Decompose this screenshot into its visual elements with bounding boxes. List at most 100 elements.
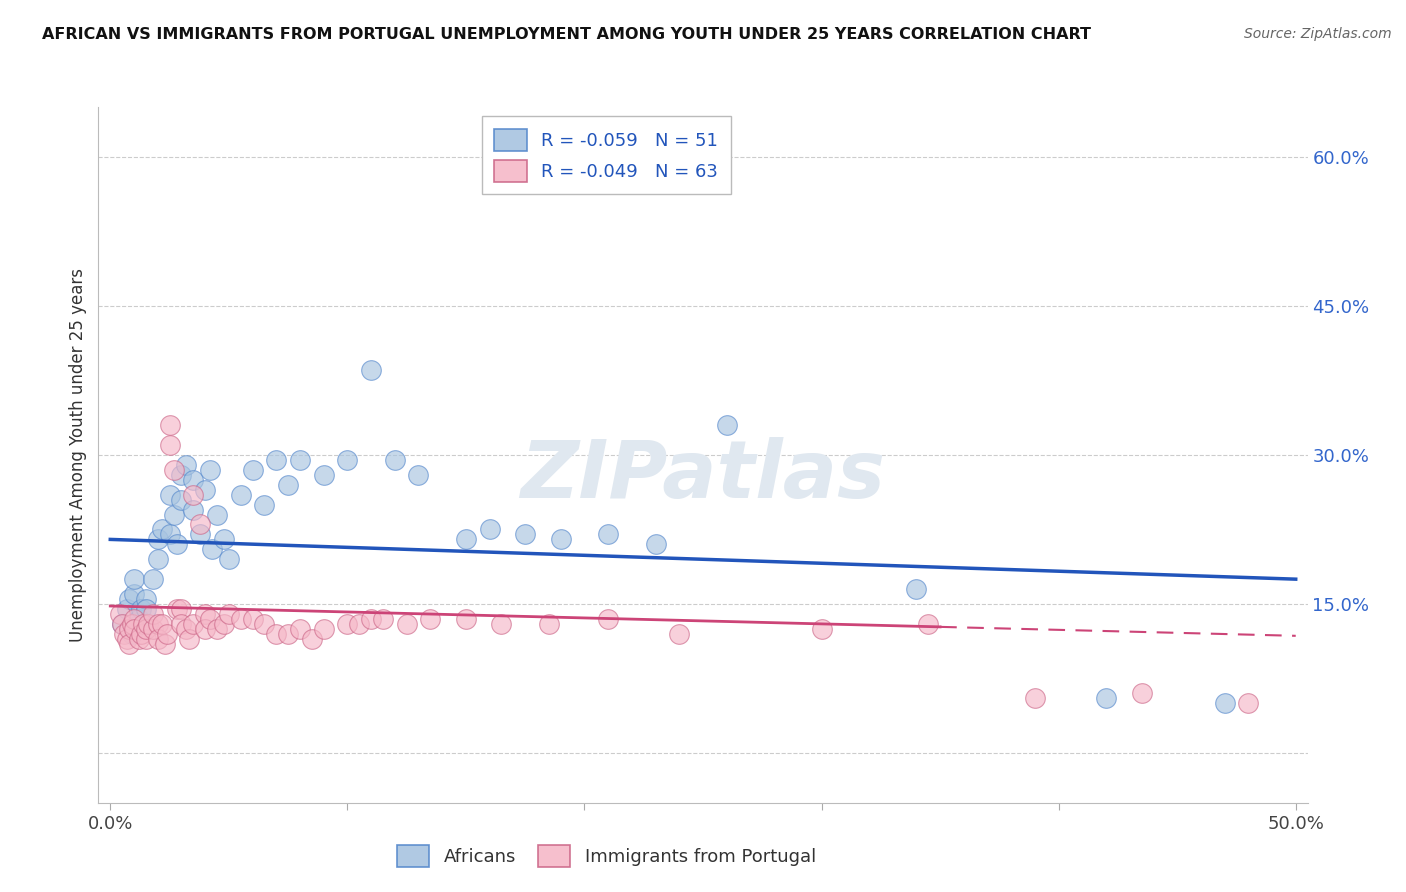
Point: [194, 483, 217, 497]
Point: [128, 632, 150, 646]
Point: [170, 467, 193, 482]
Point: [152, 616, 174, 631]
Point: [598, 527, 620, 541]
Point: [371, 612, 394, 626]
Point: [166, 602, 188, 616]
Point: [181, 616, 204, 631]
Point: [174, 458, 197, 472]
Point: [277, 627, 299, 641]
Point: [121, 627, 143, 641]
Point: [129, 627, 152, 641]
Text: ZIPatlas: ZIPatlas: [520, 437, 886, 515]
Point: [122, 572, 145, 586]
Point: [644, 537, 666, 551]
Point: [229, 488, 252, 502]
Point: [118, 592, 141, 607]
Point: [142, 622, 165, 636]
Point: [170, 492, 193, 507]
Point: [242, 612, 264, 626]
Point: [478, 523, 501, 537]
Point: [1213, 697, 1236, 711]
Point: [115, 602, 138, 616]
Point: [395, 616, 418, 631]
Point: [454, 533, 477, 547]
Point: [170, 616, 193, 631]
Point: [212, 533, 235, 547]
Point: [1024, 691, 1046, 706]
Point: [917, 616, 939, 631]
Point: [312, 622, 335, 636]
Point: [146, 616, 169, 631]
Point: [668, 627, 690, 641]
Text: AFRICAN VS IMMIGRANTS FROM PORTUGAL UNEMPLOYMENT AMONG YOUTH UNDER 25 YEARS CORR: AFRICAN VS IMMIGRANTS FROM PORTUGAL UNEM…: [42, 27, 1091, 42]
Point: [277, 477, 299, 491]
Point: [515, 527, 537, 541]
Point: [146, 632, 169, 646]
Point: [301, 632, 323, 646]
Point: [181, 488, 204, 502]
Point: [336, 616, 359, 631]
Point: [205, 622, 228, 636]
Point: [128, 612, 150, 626]
Point: [264, 453, 287, 467]
Point: [1237, 697, 1260, 711]
Point: [190, 527, 212, 541]
Point: [201, 542, 224, 557]
Point: [218, 552, 240, 566]
Point: [174, 622, 197, 636]
Point: [170, 602, 193, 616]
Point: [419, 612, 441, 626]
Point: [163, 463, 186, 477]
Point: [360, 612, 382, 626]
Point: [810, 622, 832, 636]
Point: [360, 363, 382, 377]
Text: Source: ZipAtlas.com: Source: ZipAtlas.com: [1244, 27, 1392, 41]
Legend: Africans, Immigrants from Portugal: Africans, Immigrants from Portugal: [389, 838, 823, 874]
Point: [253, 498, 276, 512]
Point: [288, 622, 311, 636]
Point: [198, 463, 221, 477]
Point: [159, 418, 181, 433]
Point: [491, 616, 513, 631]
Point: [1095, 691, 1118, 706]
Point: [118, 622, 141, 636]
Point: [177, 632, 200, 646]
Point: [132, 616, 155, 631]
Point: [218, 607, 240, 621]
Point: [142, 572, 165, 586]
Point: [905, 582, 928, 596]
Point: [537, 616, 560, 631]
Point: [146, 552, 169, 566]
Point: [115, 632, 138, 646]
Point: [129, 602, 152, 616]
Point: [181, 473, 204, 487]
Point: [347, 616, 370, 631]
Point: [212, 616, 235, 631]
Point: [384, 453, 406, 467]
Point: [336, 453, 359, 467]
Point: [159, 488, 181, 502]
Point: [153, 637, 176, 651]
Point: [181, 502, 204, 516]
Point: [264, 627, 287, 641]
Point: [146, 533, 169, 547]
Point: [122, 587, 145, 601]
Point: [253, 616, 276, 631]
Point: [159, 527, 181, 541]
Point: [142, 607, 165, 621]
Point: [550, 533, 572, 547]
Point: [288, 453, 311, 467]
Point: [135, 622, 157, 636]
Point: [205, 508, 228, 522]
Point: [312, 467, 335, 482]
Point: [163, 508, 186, 522]
Point: [190, 517, 212, 532]
Point: [118, 637, 141, 651]
Point: [198, 612, 221, 626]
Point: [159, 438, 181, 452]
Point: [111, 616, 134, 631]
Point: [156, 627, 179, 641]
Point: [166, 537, 188, 551]
Point: [121, 616, 143, 631]
Point: [598, 612, 620, 626]
